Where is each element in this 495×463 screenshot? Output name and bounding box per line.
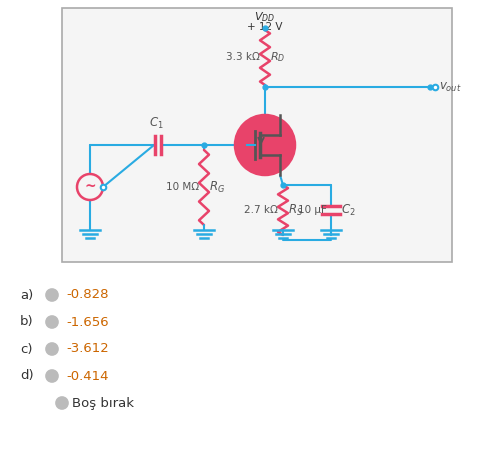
Text: -3.612: -3.612 — [66, 343, 109, 356]
Text: 2.7 kΩ: 2.7 kΩ — [244, 205, 278, 215]
Text: ~: ~ — [84, 180, 96, 194]
Text: $v_{out}$: $v_{out}$ — [439, 81, 462, 94]
Text: a): a) — [20, 288, 33, 301]
Text: $R_G$: $R_G$ — [209, 180, 225, 195]
Text: -1.656: -1.656 — [66, 315, 108, 329]
Circle shape — [46, 343, 58, 355]
Text: 10 MΩ: 10 MΩ — [166, 182, 199, 193]
Text: Boş bırak: Boş bırak — [72, 396, 134, 409]
Text: 10 μF: 10 μF — [298, 205, 327, 215]
Text: b): b) — [20, 315, 34, 329]
Text: 3.3 kΩ: 3.3 kΩ — [226, 52, 260, 63]
Circle shape — [46, 316, 58, 328]
Text: $R_S$: $R_S$ — [288, 202, 303, 218]
Text: + 12 V: + 12 V — [247, 22, 283, 32]
Circle shape — [235, 115, 295, 175]
Text: -0.414: -0.414 — [66, 369, 108, 382]
Circle shape — [56, 397, 68, 409]
Text: d): d) — [20, 369, 34, 382]
Circle shape — [46, 289, 58, 301]
Circle shape — [46, 370, 58, 382]
FancyBboxPatch shape — [62, 8, 452, 262]
Text: $C_2$: $C_2$ — [341, 202, 355, 218]
Text: -0.828: -0.828 — [66, 288, 108, 301]
Text: $V_{DD}$: $V_{DD}$ — [254, 10, 276, 24]
Text: c): c) — [20, 343, 33, 356]
Text: $C_1$: $C_1$ — [148, 116, 163, 131]
Text: $R_D$: $R_D$ — [270, 50, 285, 64]
